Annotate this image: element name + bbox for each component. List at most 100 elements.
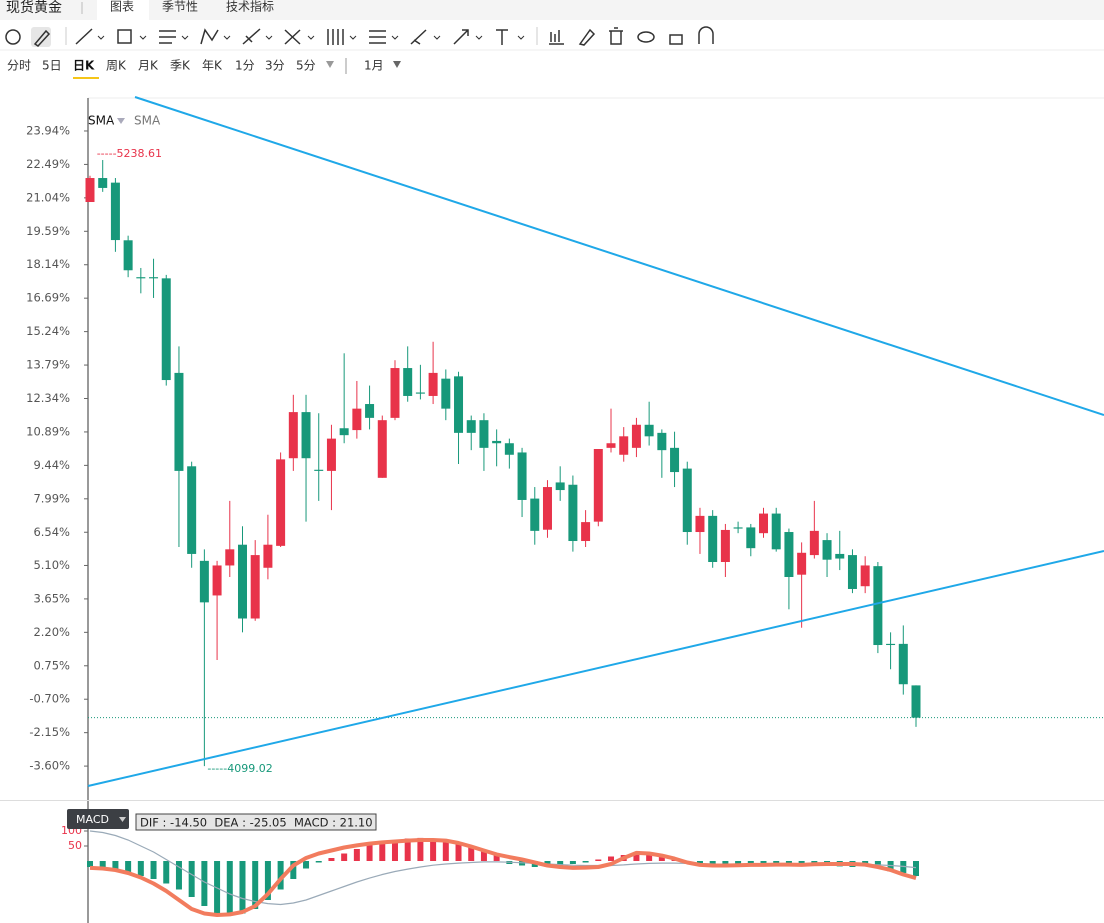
candle-body[interactable] (250, 555, 260, 619)
tool-icon[interactable] (637, 31, 655, 43)
candle-body[interactable] (199, 560, 209, 603)
candle-body[interactable] (352, 408, 362, 431)
tab[interactable]: 技术指标 (226, 0, 274, 14)
period[interactable]: 1月 (364, 59, 384, 73)
candle-body[interactable] (339, 428, 349, 436)
candle-body[interactable] (415, 392, 425, 394)
candle-body[interactable] (759, 513, 769, 534)
tool-icon[interactable] (669, 34, 683, 45)
tool-icon[interactable] (159, 30, 176, 44)
period[interactable]: 季K (170, 59, 191, 73)
tool-icon[interactable] (33, 29, 51, 47)
candle-body[interactable] (911, 685, 921, 718)
period[interactable]: 5日 (42, 59, 62, 73)
candle-body[interactable] (581, 522, 591, 542)
period[interactable]: 分时 (7, 59, 31, 73)
tool-icon[interactable] (496, 29, 508, 45)
candle-body[interactable] (898, 643, 908, 685)
candle-body[interactable] (263, 544, 273, 568)
candle-body[interactable] (365, 404, 375, 418)
candle-body[interactable] (644, 424, 654, 437)
period[interactable]: 1分 (235, 59, 255, 73)
candle-body[interactable] (403, 368, 413, 396)
candle-body[interactable] (479, 420, 489, 448)
candle-body[interactable] (377, 420, 387, 478)
candle-body[interactable] (809, 530, 819, 556)
candle-body[interactable] (326, 438, 336, 471)
candle-body[interactable] (847, 555, 857, 589)
candle-body[interactable] (886, 643, 896, 646)
tool-icon[interactable] (327, 29, 344, 45)
period[interactable]: 月K (138, 59, 159, 73)
tab[interactable]: 季节性 (162, 0, 198, 14)
candle-body[interactable] (720, 529, 730, 563)
candle-body[interactable] (110, 182, 120, 241)
candle-body[interactable] (784, 532, 794, 577)
candle-body[interactable] (454, 376, 464, 433)
candle-body[interactable] (708, 515, 718, 563)
candle-body[interactable] (314, 469, 324, 471)
candle-body[interactable] (670, 447, 680, 473)
candle-body[interactable] (149, 277, 159, 279)
period[interactable]: 年K (202, 59, 223, 73)
candle-body[interactable] (746, 527, 756, 549)
candle-body[interactable] (492, 440, 502, 444)
candle-body[interactable] (161, 278, 171, 381)
tool-icon[interactable] (453, 29, 469, 45)
candle-body[interactable] (530, 498, 540, 531)
period[interactable]: 周K (106, 59, 127, 73)
candle-body[interactable] (873, 566, 883, 646)
candle-body[interactable] (797, 552, 807, 575)
tool-icon[interactable] (369, 30, 386, 44)
macd-label[interactable]: MACD (76, 813, 109, 826)
period[interactable]: 5分 (296, 59, 316, 73)
candle-body[interactable] (428, 372, 438, 396)
candle-body[interactable] (657, 432, 667, 451)
tool-icon[interactable] (410, 29, 427, 45)
tool-icon[interactable] (698, 26, 714, 44)
candle-body[interactable] (187, 466, 197, 554)
candle-body[interactable] (517, 452, 527, 500)
candle-body[interactable] (733, 527, 743, 529)
tool-icon[interactable] (609, 27, 623, 45)
tool-icon[interactable] (117, 29, 132, 44)
period[interactable]: 3分 (265, 59, 285, 73)
tool-icon[interactable] (5, 29, 21, 45)
period[interactable]: 日K (73, 59, 95, 73)
candle-body[interactable] (390, 368, 400, 418)
tool-icon[interactable] (200, 28, 219, 45)
candle-body[interactable] (568, 484, 578, 542)
candle-body[interactable] (98, 178, 108, 188)
tool-icon[interactable] (75, 28, 93, 45)
candle-body[interactable] (771, 513, 781, 550)
candle-body[interactable] (212, 565, 222, 596)
candle-body[interactable] (542, 487, 552, 530)
candle-body[interactable] (555, 482, 565, 491)
candle-body[interactable] (466, 420, 476, 433)
candle-body[interactable] (123, 240, 133, 271)
candle-body[interactable] (276, 459, 286, 546)
tab[interactable]: 图表 (110, 0, 134, 14)
candle-body[interactable] (301, 412, 311, 459)
candle-body[interactable] (860, 565, 870, 587)
candle-body[interactable] (136, 277, 146, 279)
tool-icon[interactable] (284, 29, 301, 45)
candle-body[interactable] (288, 412, 298, 459)
candle-body[interactable] (822, 540, 832, 560)
candle-body[interactable] (695, 515, 705, 533)
tool-icon[interactable] (549, 30, 564, 45)
candle-body[interactable] (504, 443, 514, 455)
candle-body[interactable] (237, 544, 247, 619)
candle-body[interactable] (606, 443, 616, 448)
tool-icon[interactable] (242, 28, 261, 45)
tool-icon[interactable] (578, 28, 596, 46)
candle-body[interactable] (619, 436, 629, 455)
candle-body[interactable] (682, 468, 692, 533)
trend-line[interactable] (134, 96, 1104, 416)
trend-line[interactable] (87, 550, 1104, 787)
macd-label-bg[interactable] (67, 809, 129, 829)
candle-body[interactable] (631, 424, 641, 448)
candle-body[interactable] (225, 549, 235, 566)
candle-body[interactable] (835, 553, 845, 559)
candle-body[interactable] (85, 178, 95, 203)
